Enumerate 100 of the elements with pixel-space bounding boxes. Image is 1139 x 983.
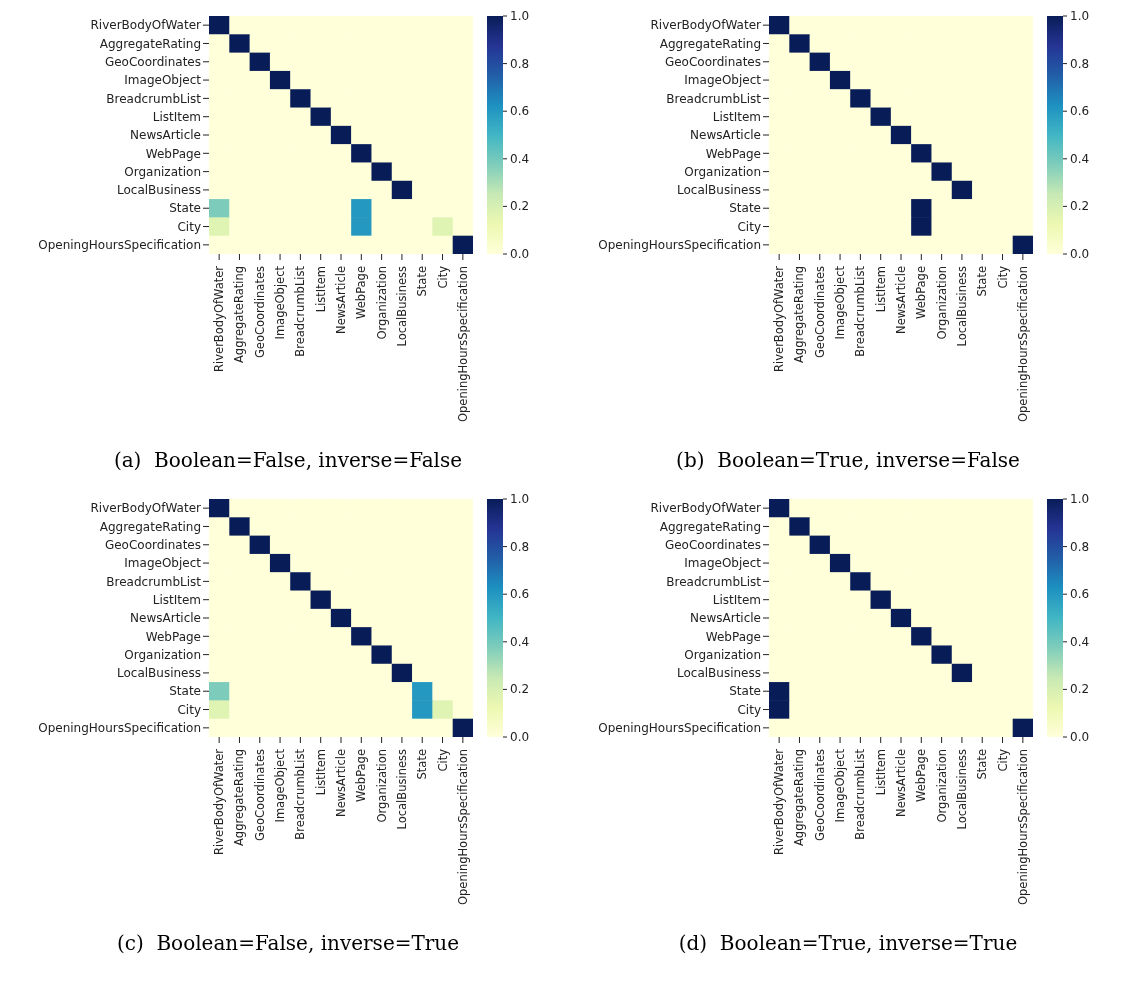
color-bar-label: 0.2 — [510, 682, 530, 697]
x-tick-label: State — [975, 749, 990, 780]
y-tick-label: ListItem — [712, 592, 761, 607]
color-bar-label: 0.8 — [510, 539, 530, 554]
color-bar-label: 0.0 — [510, 247, 530, 261]
x-tick-label: BreadcrumbList — [853, 748, 868, 840]
y-tick-label: GeoCoordinates — [664, 538, 761, 553]
y-tick-label: City — [177, 702, 201, 717]
color-bar-label: 0.0 — [1070, 730, 1090, 744]
x-tick-label: GeoCoordinates — [252, 266, 267, 359]
color-bar-label: 0.2 — [1070, 682, 1090, 697]
x-tick-label: State — [975, 266, 990, 297]
y-tick-label: BreadcrumbList — [666, 574, 762, 589]
text: (d) Boolean=True, inverse=True — [678, 931, 1018, 955]
x-tick-label: BreadcrumbList — [293, 748, 308, 840]
y-tick-label: State — [169, 201, 201, 216]
color-bar-label: 0.0 — [1070, 247, 1090, 261]
y-tick-label: OpeningHoursSpecification — [598, 721, 761, 736]
y-tick-label: RiverBodyOfWater — [90, 18, 202, 33]
y-tick-label: ListItem — [712, 109, 761, 124]
color-bar-label: 0.6 — [1070, 104, 1090, 119]
color-bar-label: 0.4 — [510, 634, 530, 649]
x-tick-label: City — [435, 748, 450, 772]
x-tick-label: GeoCoordinates — [812, 749, 827, 842]
y-tick-label: State — [729, 201, 761, 216]
text: (b) Boolean=True, inverse=False — [676, 448, 1020, 472]
x-tick-label: OpeningHoursSpecification — [455, 749, 470, 906]
y-tick-label: RiverBodyOfWater — [650, 501, 762, 516]
y-tick-label: OpeningHoursSpecification — [598, 238, 761, 253]
x-tick-label: LocalBusiness — [954, 266, 969, 347]
y-tick-label: ImageObject — [684, 73, 762, 88]
y-tick-label: ListItem — [152, 592, 201, 607]
color-bar-label: 1.0 — [510, 492, 530, 506]
x-tick-label: WebPage — [914, 749, 929, 802]
y-tick-label: Organization — [684, 647, 761, 662]
x-tick-label: WebPage — [354, 749, 369, 802]
x-tick-label: Organization — [374, 749, 389, 823]
x-tick-label: NewsArticle — [894, 266, 908, 334]
color-bar-label: 1.0 — [510, 9, 530, 23]
x-tick-label: State — [415, 266, 430, 297]
x-tick-label: OpeningHoursSpecification — [1015, 266, 1030, 423]
x-tick-label: OpeningHoursSpecification — [1015, 749, 1030, 906]
y-tick-label: BreadcrumbList — [106, 574, 202, 589]
color-bar-label: 0.6 — [510, 587, 530, 602]
y-tick-label: AggregateRating — [99, 519, 201, 534]
x-tick-label: ListItem — [873, 749, 888, 796]
x-tick-label: WebPage — [914, 266, 929, 319]
y-tick-label: NewsArticle — [130, 128, 201, 143]
color-bar-label: 0.6 — [1070, 587, 1090, 602]
x-tick-label: ImageObject — [273, 748, 288, 823]
y-tick-label: NewsArticle — [690, 128, 761, 143]
x-tick-label: WebPage — [354, 266, 369, 319]
x-tick-label: Organization — [934, 266, 949, 340]
y-tick-label: ImageObject — [684, 556, 762, 571]
x-tick-label: State — [415, 749, 430, 780]
color-bar-label: 0.2 — [510, 199, 530, 214]
color-bar-label: 0.8 — [1070, 56, 1090, 71]
y-tick-label: LocalBusiness — [676, 183, 761, 198]
y-tick-label: RiverBodyOfWater — [90, 501, 202, 516]
color-bar-label: 0.4 — [1070, 634, 1090, 649]
y-tick-label: ListItem — [152, 109, 201, 124]
y-tick-label: RiverBodyOfWater — [650, 18, 762, 33]
x-tick-label: BreadcrumbList — [853, 265, 868, 357]
y-tick-label: City — [177, 219, 201, 234]
y-tick-label: City — [737, 219, 761, 234]
text: (a) Boolean=False, inverse=False — [113, 448, 463, 472]
y-tick-label: WebPage — [705, 629, 761, 644]
y-tick-label: State — [729, 684, 761, 699]
y-tick-label: GeoCoordinates — [664, 55, 761, 70]
y-tick-label: Organization — [124, 164, 201, 179]
y-tick-label: State — [169, 684, 201, 699]
y-tick-label: WebPage — [145, 146, 201, 161]
y-tick-label: ImageObject — [124, 556, 202, 571]
color-bar-label: 0.4 — [510, 151, 530, 166]
y-tick-label: AggregateRating — [659, 36, 761, 51]
x-tick-label: LocalBusiness — [394, 266, 409, 347]
x-tick-label: Organization — [934, 749, 949, 823]
color-bar-label: 1.0 — [1070, 492, 1090, 506]
y-tick-label: LocalBusiness — [676, 666, 761, 681]
y-tick-label: OpeningHoursSpecification — [38, 721, 201, 736]
y-tick-label: LocalBusiness — [116, 666, 201, 681]
y-tick-label: GeoCoordinates — [104, 538, 201, 553]
y-tick-label: WebPage — [145, 629, 201, 644]
y-tick-label: ImageObject — [124, 73, 202, 88]
y-tick-label: BreadcrumbList — [666, 91, 762, 106]
x-tick-label: ImageObject — [833, 265, 848, 340]
color-bar-label: 1.0 — [1070, 9, 1090, 23]
y-tick-label: AggregateRating — [659, 519, 761, 534]
text: (c) Boolean=False, inverse=True — [116, 931, 460, 955]
y-tick-label: City — [737, 702, 761, 717]
x-tick-label: LocalBusiness — [394, 749, 409, 830]
x-tick-label: ListItem — [873, 266, 888, 313]
x-tick-label: NewsArticle — [334, 266, 348, 334]
y-tick-label: WebPage — [705, 146, 761, 161]
y-tick-label: Organization — [124, 647, 201, 662]
y-tick-label: NewsArticle — [130, 611, 201, 626]
x-tick-label: GeoCoordinates — [252, 749, 267, 842]
x-tick-label: LocalBusiness — [954, 749, 969, 830]
y-tick-label: NewsArticle — [690, 611, 761, 626]
x-tick-label: ImageObject — [273, 265, 288, 340]
